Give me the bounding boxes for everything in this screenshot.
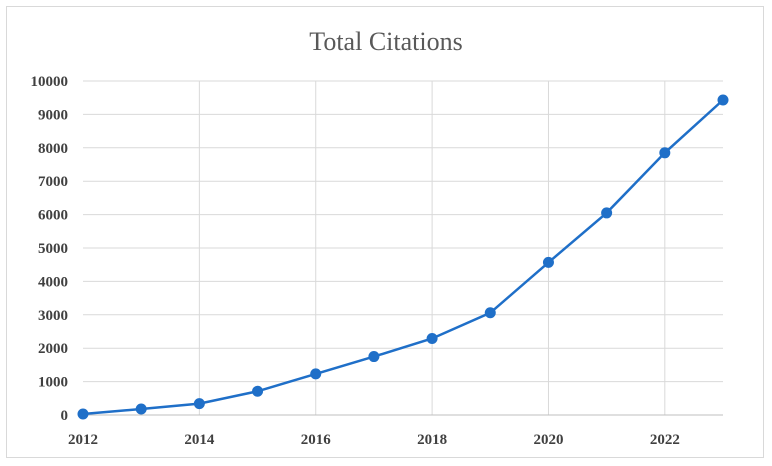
y-tick-label: 2000 [38, 341, 68, 357]
y-tick-label: 1000 [38, 375, 68, 391]
y-tick-label: 3000 [38, 308, 68, 324]
x-tick-label: 2014 [184, 432, 215, 448]
series-line [82, 99, 724, 416]
data-point [659, 147, 671, 159]
y-tick-label: 10000 [31, 74, 69, 90]
y-tick-label: 5000 [38, 241, 68, 257]
data-points [77, 94, 729, 420]
x-tick-label: 2020 [533, 432, 563, 448]
y-tick-label: 8000 [38, 141, 68, 157]
y-tick-label: 4000 [38, 274, 68, 290]
data-point [310, 368, 322, 380]
data-point [77, 408, 89, 420]
data-point [193, 398, 205, 410]
y-tick-label: 6000 [38, 208, 68, 224]
data-point [717, 94, 729, 106]
data-point [601, 207, 613, 219]
data-point [426, 333, 438, 345]
y-tick-label: 9000 [38, 107, 68, 123]
chart-title: Total Citations [309, 27, 462, 56]
x-tick-label: 2012 [68, 432, 98, 448]
y-axis-ticks: 0 1000 2000 3000 4000 5000 6000 7000 8000 9000 100… [31, 74, 69, 424]
data-point [252, 385, 264, 397]
y-tick-label: 0 [61, 408, 69, 424]
data-point [484, 307, 496, 319]
x-tick-label: 2016 [301, 432, 332, 448]
x-axis-ticks: 2012 2014 2016 2018 2020 2022 [68, 432, 680, 448]
data-point [368, 351, 380, 363]
grid-lines [83, 80, 723, 415]
y-tick-label: 7000 [38, 174, 68, 190]
x-tick-label: 2022 [650, 432, 680, 448]
x-tick-label: 2018 [417, 432, 447, 448]
data-point [135, 403, 147, 415]
data-point [542, 256, 554, 268]
